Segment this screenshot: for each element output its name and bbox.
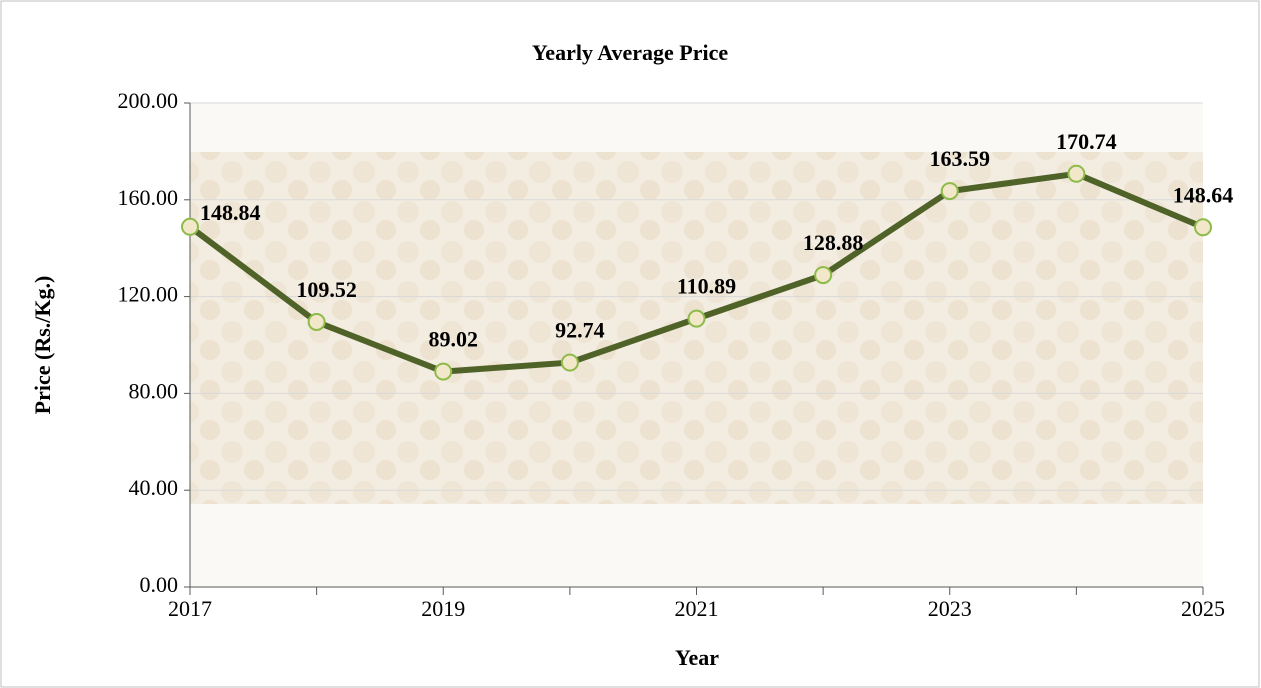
y-tick-label: 0.00 bbox=[140, 572, 179, 597]
data-label: 89.02 bbox=[429, 327, 479, 352]
background-image bbox=[190, 152, 1203, 504]
data-point bbox=[1068, 166, 1084, 182]
x-tick-label: 2017 bbox=[168, 596, 212, 621]
data-label: 148.84 bbox=[200, 200, 261, 225]
x-axis-label: Year bbox=[675, 645, 719, 670]
data-label: 170.74 bbox=[1056, 129, 1117, 154]
y-tick-label: 120.00 bbox=[118, 282, 179, 307]
data-point bbox=[309, 314, 325, 330]
data-label: 163.59 bbox=[930, 146, 991, 171]
y-tick-label: 80.00 bbox=[129, 378, 179, 403]
chart-title: Yearly Average Price bbox=[532, 40, 729, 65]
data-label: 148.64 bbox=[1173, 182, 1234, 207]
data-point bbox=[435, 364, 451, 380]
data-point bbox=[942, 183, 958, 199]
data-label: 109.52 bbox=[296, 277, 357, 302]
data-point bbox=[562, 355, 578, 371]
data-label: 92.74 bbox=[555, 318, 605, 343]
data-point bbox=[689, 311, 705, 327]
x-tick-label: 2025 bbox=[1181, 596, 1225, 621]
chart: Yearly Average Price Year Price (Rs./Kg.… bbox=[0, 0, 1261, 688]
y-tick-label: 40.00 bbox=[129, 475, 179, 500]
x-tick-label: 2019 bbox=[421, 596, 465, 621]
data-point bbox=[815, 267, 831, 283]
x-tick-label: 2021 bbox=[675, 596, 719, 621]
data-point bbox=[1195, 219, 1211, 235]
data-point bbox=[182, 219, 198, 235]
x-tick-label: 2023 bbox=[928, 596, 972, 621]
y-tick-label: 160.00 bbox=[118, 185, 179, 210]
y-tick-label: 200.00 bbox=[118, 88, 179, 113]
y-axis-label: Price (Rs./Kg.) bbox=[30, 276, 55, 415]
data-label: 128.88 bbox=[803, 230, 864, 255]
data-label: 110.89 bbox=[677, 274, 736, 299]
